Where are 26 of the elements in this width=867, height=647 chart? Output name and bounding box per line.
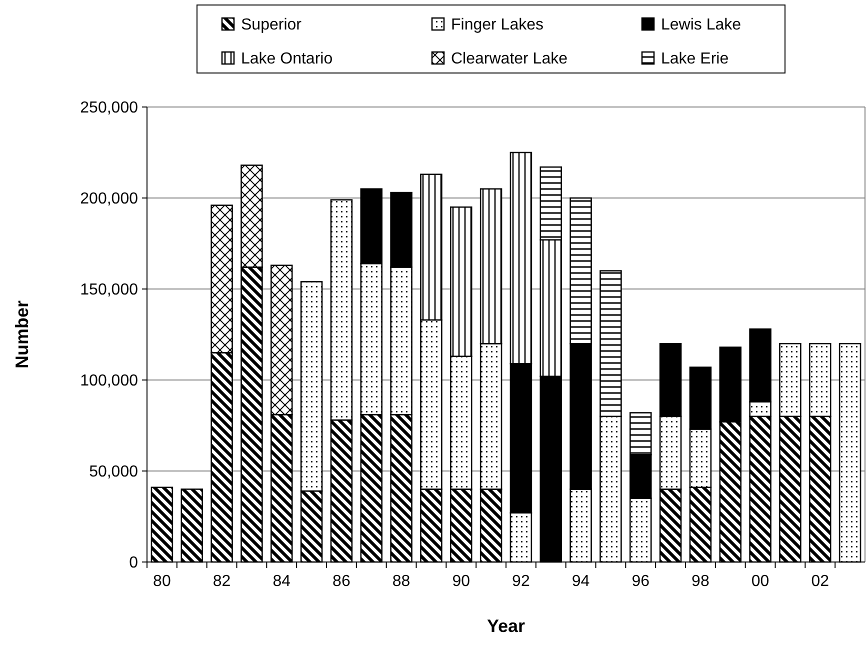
legend-label: Lake Erie	[661, 50, 729, 68]
x-tick-label: 86	[332, 573, 350, 590]
x-tick-label: 02	[811, 573, 830, 590]
y-tick-label: 200,000	[80, 190, 138, 208]
x-axis-title: Year	[486, 616, 526, 636]
x-tick-label: 84	[272, 573, 291, 590]
y-tick-label: 50,000	[89, 464, 138, 481]
legend-label: Clearwater Lake	[451, 50, 568, 68]
y-axis-title: Number	[12, 300, 32, 369]
x-tick-label: 98	[692, 573, 710, 590]
x-tick-label: 94	[572, 573, 590, 590]
x-tick-label: 96	[632, 573, 650, 590]
x-tick-label: 00	[751, 573, 770, 590]
x-tick-label: 90	[452, 573, 470, 590]
legend-label: Superior	[241, 16, 302, 34]
y-tick-label: 0	[129, 554, 138, 572]
legend-label: Lake Ontario	[241, 50, 333, 68]
legend-label: Lewis Lake	[661, 16, 742, 34]
y-tick-label: 250,000	[80, 100, 138, 117]
x-tick-label: 80	[153, 573, 171, 590]
y-tick-label: 100,000	[80, 372, 138, 390]
x-tick-label: 92	[512, 573, 530, 590]
y-tick-label: 150,000	[80, 282, 138, 299]
x-tick-label: 82	[212, 573, 231, 590]
x-tick-label: 88	[392, 573, 410, 590]
legend-label: Finger Lakes	[451, 16, 544, 34]
